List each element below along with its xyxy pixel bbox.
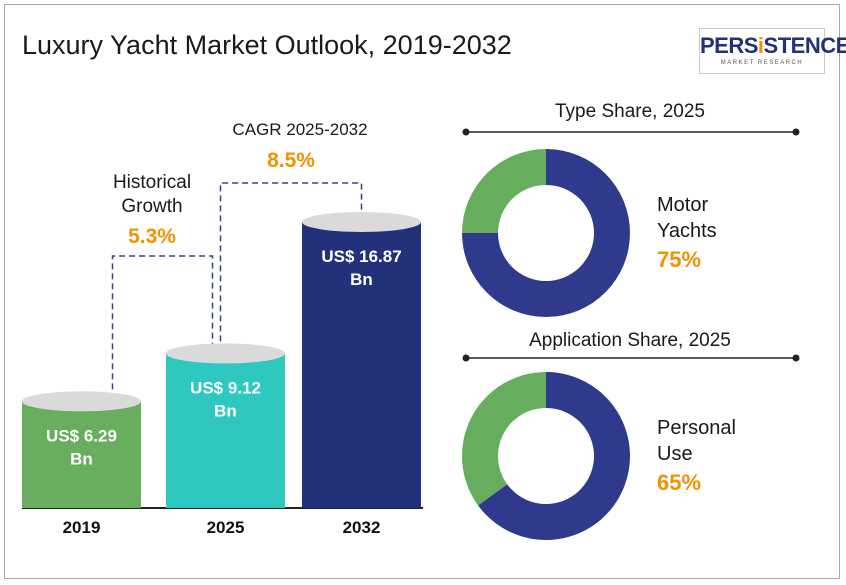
connector-historical — [111, 255, 214, 400]
slice-value-label: 75% — [657, 247, 701, 272]
donut-slice — [462, 149, 630, 317]
infographic-frame — [4, 4, 840, 579]
annotation-label: Historical — [113, 172, 191, 193]
bar-2019 — [22, 391, 141, 508]
page-title: Luxury Yacht Market Outlook, 2019-2032 — [22, 30, 512, 60]
bar-value-label: Bn — [214, 401, 237, 420]
type-share-title: Type Share, 2025 — [555, 101, 705, 122]
application-share-donut — [462, 372, 630, 540]
bar-cap — [166, 343, 285, 364]
connectors — [111, 182, 363, 400]
bar-chart: US$ 6.29 Bn US$ 9.12 Bn US$ 16.87 Bn 2019 2025… — [22, 120, 423, 537]
connector-cagr — [219, 182, 363, 352]
bars — [22, 212, 421, 508]
bar-value-label: US$ 9.12 — [190, 378, 261, 397]
bar-cap — [302, 212, 421, 232]
application-share-title: Application Share, 2025 — [529, 330, 731, 351]
type-share-label: Motor Yachts 75% — [657, 194, 717, 272]
category-labels: 2019 2025 2032 — [63, 518, 381, 537]
slice-label: Use — [657, 443, 693, 465]
growth-annotations: Historical Growth 5.3% CAGR 2025-2032 8.5% — [113, 120, 368, 248]
bar-body — [302, 222, 421, 508]
rule-dot-left — [462, 354, 470, 362]
bar-2032 — [302, 212, 421, 508]
application-share-label: Personal Use 65% — [657, 417, 736, 495]
bar-value-label: Bn — [70, 449, 93, 468]
bar-value-label: US$ 6.29 — [46, 426, 117, 445]
slice-label: Motor — [657, 194, 708, 216]
brand-logo: PERSiSTENCE MARKET RESEARCH — [699, 28, 846, 74]
annotation-label: Growth — [121, 196, 182, 217]
slice-value-label: 65% — [657, 470, 701, 495]
application-share-chart: Application Share, 2025 Personal Use 65% — [462, 330, 800, 540]
category-label: 2032 — [343, 518, 381, 537]
logo-subtitle: MARKET RESEARCH — [720, 60, 804, 66]
bar-body — [166, 353, 285, 508]
annotation-value: 8.5% — [267, 149, 315, 172]
logo-wordmark: PERSiSTENCE — [700, 33, 846, 58]
donut-slice — [478, 372, 630, 540]
slice-label: Personal — [657, 417, 736, 439]
slice-label: Yachts — [657, 220, 717, 242]
donut-slice — [462, 149, 546, 233]
category-label: 2019 — [63, 518, 101, 537]
bar-body — [22, 401, 141, 508]
type-share-donut — [462, 149, 630, 317]
bar-value-label: Bn — [350, 270, 373, 289]
rule-dot-left — [462, 128, 470, 136]
annotation-value: 5.3% — [128, 225, 176, 248]
category-label: 2025 — [207, 518, 245, 537]
annotation-label: CAGR 2025-2032 — [232, 120, 367, 139]
rule-dot-right — [792, 354, 800, 362]
rule-dot-right — [792, 128, 800, 136]
bar-cap — [22, 391, 141, 412]
type-share-chart: Type Share, 2025 Motor Yachts 75% — [462, 101, 800, 317]
bar-value-label: US$ 16.87 — [321, 247, 401, 266]
bar-value-labels: US$ 6.29 Bn US$ 9.12 Bn US$ 16.87 Bn — [46, 247, 402, 468]
donut-slice — [462, 372, 546, 506]
bar-2025 — [166, 343, 285, 508]
